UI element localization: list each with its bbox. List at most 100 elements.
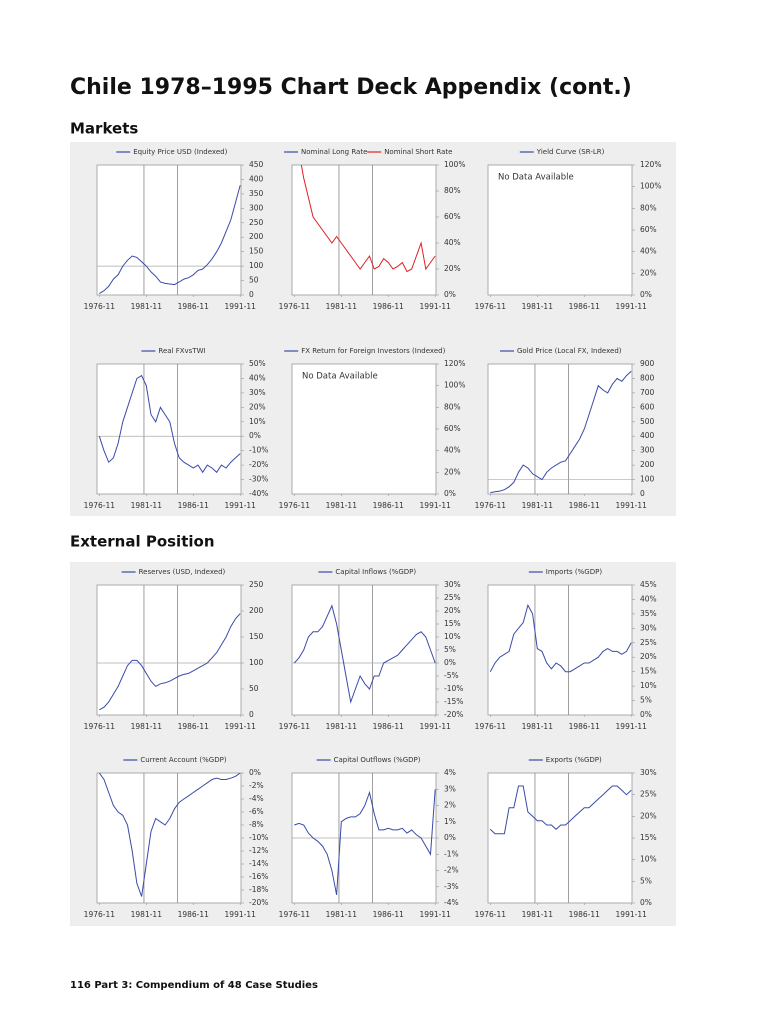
y-tick-label: -10% xyxy=(444,684,463,693)
y-tick-label: 150 xyxy=(249,247,264,256)
y-tick-label: -2% xyxy=(249,781,264,790)
y-tick-label: 40% xyxy=(444,238,461,247)
x-tick-label: 1981-11 xyxy=(522,501,554,510)
plot-area xyxy=(291,584,437,716)
plot-area xyxy=(96,584,242,716)
x-tick-label: 1981-11 xyxy=(131,722,163,731)
y-tick-label: 0% xyxy=(444,833,456,842)
y-tick-label: 500 xyxy=(640,417,655,426)
legend-label: Nominal Short Rate xyxy=(384,148,452,156)
y-tick-label: 25% xyxy=(640,790,657,799)
x-tick-label: 1991-11 xyxy=(225,722,257,731)
y-tick-label: 250 xyxy=(249,580,264,589)
y-tick-label: 200 xyxy=(249,606,264,615)
x-tick-label: 1981-11 xyxy=(326,722,358,731)
y-tick-label: 60% xyxy=(640,225,657,234)
legend-label: Capital Outflows (%GDP) xyxy=(334,756,421,764)
y-tick-label: 200 xyxy=(640,460,655,469)
y-tick-label: 0% xyxy=(249,431,261,440)
y-tick-label: -8% xyxy=(249,820,264,829)
y-tick-label: 300 xyxy=(249,203,264,212)
x-tick-label: 1986-11 xyxy=(569,501,601,510)
y-tick-label: 900 xyxy=(640,359,655,368)
section-title: External Position xyxy=(70,533,215,551)
legend-label: Nominal Long Rate xyxy=(301,148,367,156)
y-tick-label: 600 xyxy=(640,402,655,411)
y-tick-label: 20% xyxy=(640,811,657,820)
legend-label: Equity Price USD (Indexed) xyxy=(133,148,227,156)
plot-area xyxy=(487,584,633,716)
y-tick-label: -10% xyxy=(249,446,268,455)
y-tick-label: 800 xyxy=(640,373,655,382)
x-tick-label: 1976-11 xyxy=(279,910,311,919)
x-tick-label: 1986-11 xyxy=(569,722,601,731)
y-tick-label: 20% xyxy=(444,467,461,476)
y-tick-label: 100% xyxy=(444,381,465,390)
series-line xyxy=(490,370,632,494)
x-tick-label: 1981-11 xyxy=(326,910,358,919)
y-tick-label: 15% xyxy=(444,619,461,628)
y-tick-label: 40% xyxy=(249,373,266,382)
y-tick-label: 0 xyxy=(640,489,645,498)
y-tick-label: 200 xyxy=(249,232,264,241)
y-tick-label: 0 xyxy=(249,710,254,719)
plot-area xyxy=(487,363,633,495)
y-tick-label: 50% xyxy=(249,359,266,368)
x-tick-label: 1986-11 xyxy=(373,722,405,731)
y-tick-label: 20% xyxy=(444,606,461,615)
y-tick-label: -4% xyxy=(249,794,264,803)
y-tick-label: 10% xyxy=(640,681,657,690)
y-tick-label: 60% xyxy=(444,212,461,221)
y-tick-label: 0% xyxy=(444,489,456,498)
y-tick-label: 100% xyxy=(444,160,465,169)
y-tick-label: -40% xyxy=(249,489,268,498)
y-tick-label: 0% xyxy=(249,768,261,777)
y-tick-label: -3% xyxy=(444,882,459,891)
x-tick-label: 1976-11 xyxy=(475,501,507,510)
legend-label: FX Return for Foreign Investors (Indexed… xyxy=(301,347,445,355)
y-tick-label: -5% xyxy=(444,671,459,680)
y-tick-label: 100 xyxy=(249,658,264,667)
x-tick-label: 1991-11 xyxy=(420,722,452,731)
y-tick-label: 0 xyxy=(249,290,254,299)
y-tick-label: 700 xyxy=(640,388,655,397)
y-tick-label: 5% xyxy=(444,645,456,654)
y-tick-label: 10% xyxy=(444,632,461,641)
x-tick-label: 1986-11 xyxy=(373,910,405,919)
y-tick-label: 15% xyxy=(640,833,657,842)
section-title: Markets xyxy=(70,120,138,138)
y-tick-label: -14% xyxy=(249,859,268,868)
legend-label: Reserves (USD, Indexed) xyxy=(139,568,226,576)
y-tick-label: 5% xyxy=(640,696,652,705)
y-tick-label: 150 xyxy=(249,632,264,641)
x-tick-label: 1986-11 xyxy=(178,722,210,731)
y-tick-label: 50 xyxy=(249,276,259,285)
y-tick-label: 30% xyxy=(640,768,657,777)
y-tick-label: -20% xyxy=(249,898,268,907)
y-tick-label: 0% xyxy=(640,898,652,907)
y-tick-label: 30% xyxy=(444,580,461,589)
x-tick-label: 1981-11 xyxy=(522,910,554,919)
x-tick-label: 1981-11 xyxy=(522,302,554,311)
y-tick-label: -20% xyxy=(444,710,463,719)
y-tick-label: 35% xyxy=(640,609,657,618)
y-tick-label: 50 xyxy=(249,684,259,693)
y-tick-label: 0% xyxy=(640,710,652,719)
y-tick-label: 40% xyxy=(444,446,461,455)
plot-area xyxy=(96,363,242,495)
legend-label: Real FXvsTWI xyxy=(158,347,205,355)
series-line xyxy=(489,603,632,673)
series-line xyxy=(99,613,241,711)
y-tick-label: -18% xyxy=(249,885,268,894)
x-tick-label: 1986-11 xyxy=(178,302,210,311)
x-tick-label: 1976-11 xyxy=(475,910,507,919)
x-tick-label: 1991-11 xyxy=(420,302,452,311)
y-tick-label: 250 xyxy=(249,218,264,227)
y-tick-label: 20% xyxy=(249,402,266,411)
x-tick-label: 1986-11 xyxy=(178,910,210,919)
x-tick-label: 1976-11 xyxy=(279,501,311,510)
plot-area xyxy=(96,164,242,296)
legend-label: Capital Inflows (%GDP) xyxy=(335,568,416,576)
y-tick-label: -12% xyxy=(249,846,268,855)
plot-area xyxy=(291,164,437,296)
